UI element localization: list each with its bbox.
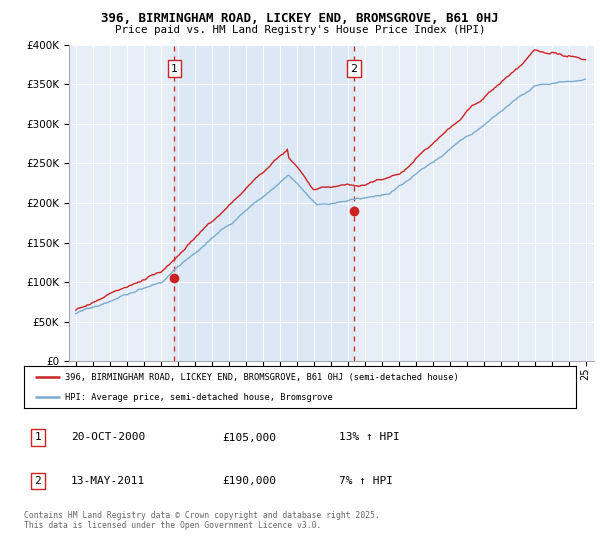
Bar — [175, 45, 354, 361]
Text: Contains HM Land Registry data © Crown copyright and database right 2025.
This d: Contains HM Land Registry data © Crown c… — [24, 511, 380, 530]
Text: Price paid vs. HM Land Registry's House Price Index (HPI): Price paid vs. HM Land Registry's House … — [115, 25, 485, 35]
Text: 396, BIRMINGHAM ROAD, LICKEY END, BROMSGROVE, B61 0HJ: 396, BIRMINGHAM ROAD, LICKEY END, BROMSG… — [101, 12, 499, 25]
Text: 1: 1 — [171, 63, 178, 73]
Text: 13% ↑ HPI: 13% ↑ HPI — [338, 432, 400, 442]
Text: 20-OCT-2000: 20-OCT-2000 — [71, 432, 145, 442]
Text: 2: 2 — [34, 476, 41, 486]
Text: £105,000: £105,000 — [223, 432, 277, 442]
Text: 2: 2 — [350, 63, 358, 73]
Text: 13-MAY-2011: 13-MAY-2011 — [71, 476, 145, 486]
Text: £190,000: £190,000 — [223, 476, 277, 486]
Text: 396, BIRMINGHAM ROAD, LICKEY END, BROMSGROVE, B61 0HJ (semi-detached house): 396, BIRMINGHAM ROAD, LICKEY END, BROMSG… — [65, 372, 459, 381]
Text: HPI: Average price, semi-detached house, Bromsgrove: HPI: Average price, semi-detached house,… — [65, 393, 333, 402]
Text: 7% ↑ HPI: 7% ↑ HPI — [338, 476, 392, 486]
Text: 1: 1 — [34, 432, 41, 442]
